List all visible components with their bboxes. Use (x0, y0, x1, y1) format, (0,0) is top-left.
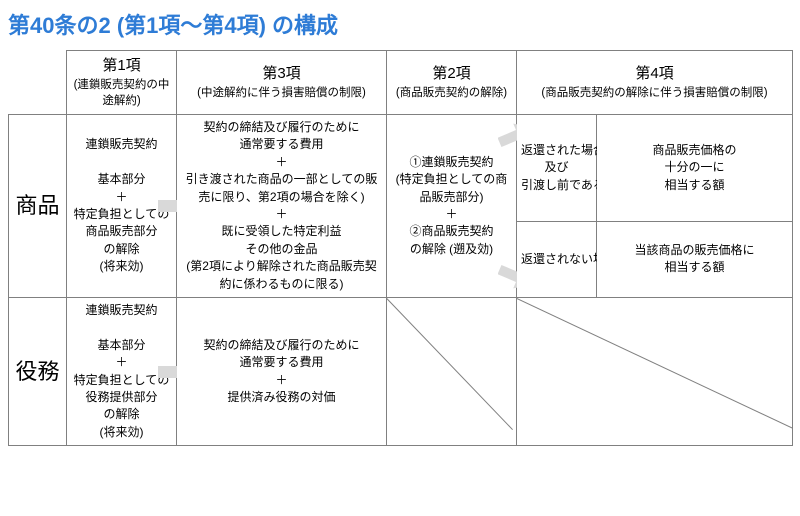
col-head-3-sub: (中途解約に伴う損害賠償の制限) (181, 85, 382, 102)
cell-goods-c4b-right-text: 当該商品の販売価格に相当する額 (635, 243, 755, 274)
col-head-1-sub: (連鎖販売契約の中途解約) (71, 77, 172, 110)
cell-svc-c4-blank (517, 298, 793, 446)
row-head-service: 役務 (9, 298, 67, 446)
col-head-2: 第2項 (商品販売契約の解除) (387, 51, 517, 115)
cell-goods-c4a-right-text: 商品販売価格の十分の一に相当する額 (653, 143, 737, 192)
cell-goods-c3: 契約の締結及び履行のために通常要する費用＋引き渡された商品の一部としての販売に限… (177, 115, 387, 298)
col-head-2-title: 第2項 (391, 63, 512, 85)
col-head-3: 第3項 (中途解約に伴う損害賠償の制限) (177, 51, 387, 115)
row-head-goods: 商品 (9, 115, 67, 298)
page-title: 第40条の2 (第1項～第4項) の構成 (8, 8, 792, 40)
col-head-4-sub: (商品販売契約の解除に伴う損害賠償の制限) (521, 85, 788, 102)
cell-svc-c1: 連鎖販売契約 基本部分＋特定負担としての役務提供部分の解除(将来効) (67, 298, 177, 446)
col-head-4-title: 第4項 (521, 63, 788, 85)
cell-goods-c1-text: 連鎖販売契約 基本部分＋特定負担としての商品販売部分の解除(将来効) (74, 137, 170, 273)
cell-svc-c1-text: 連鎖販売契約 基本部分＋特定負担としての役務提供部分の解除(将来効) (74, 303, 170, 439)
cell-goods-c3-text: 契約の締結及び履行のために通常要する費用＋引き渡された商品の一部としての販売に限… (186, 120, 378, 291)
col-head-2-sub: (商品販売契約の解除) (391, 85, 512, 102)
col-head-4: 第4項 (商品販売契約の解除に伴う損害賠償の制限) (517, 51, 793, 115)
structure-table: 第1項 (連鎖販売契約の中途解約) 第3項 (中途解約に伴う損害賠償の制限) 第… (8, 50, 793, 446)
cell-svc-c2-blank (387, 298, 517, 446)
cell-goods-c2: ①連鎖販売契約(特定負担としての商品販売部分)＋②商品販売契約の解除 (遡及効) (387, 115, 517, 298)
col-head-1-title: 第1項 (71, 55, 172, 77)
cell-goods-c2-text: ①連鎖販売契約(特定負担としての商品販売部分)＋②商品販売契約の解除 (遡及効) (396, 155, 508, 256)
corner-blank (9, 51, 67, 115)
cell-goods-c4a-left: 返還された場合及び引渡し前である場合 (517, 115, 597, 222)
cell-goods-c4a-right: 商品販売価格の十分の一に相当する額 (597, 115, 793, 222)
cell-goods-c4b-left: 返還されない場合 (517, 221, 597, 297)
cell-goods-c1: 連鎖販売契約 基本部分＋特定負担としての商品販売部分の解除(将来効) (67, 115, 177, 298)
col-head-1: 第1項 (連鎖販売契約の中途解約) (67, 51, 177, 115)
cell-goods-c4b-right: 当該商品の販売価格に相当する額 (597, 221, 793, 297)
cell-svc-c3-text: 契約の締結及び履行のために通常要する費用＋提供済み役務の対価 (203, 338, 359, 404)
col-head-3-title: 第3項 (181, 63, 382, 85)
cell-svc-c3: 契約の締結及び履行のために通常要する費用＋提供済み役務の対価 (177, 298, 387, 446)
